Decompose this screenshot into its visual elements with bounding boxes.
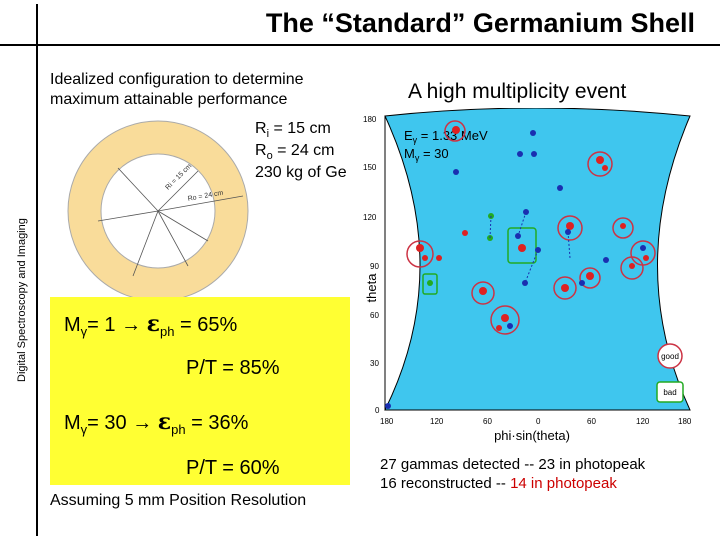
xtick-180r: 180 (678, 417, 692, 426)
bad-clusters (422, 227, 537, 295)
legend: good bad (656, 343, 684, 403)
xtick-0: 0 (536, 417, 541, 426)
inner-radius-param: Ri = 15 cm (255, 120, 331, 141)
x-axis-label: phi·sin(theta) (494, 428, 570, 443)
multiplicity-label: Mγ = 30 (404, 146, 449, 163)
ytick-120: 120 (363, 213, 377, 222)
m1-peak-total: P/T = 85% (186, 357, 280, 379)
shell-diagram: Ri = 15 cm Ro = 24 cm (67, 120, 249, 302)
side-label: Digital Spectroscopy and Imaging (16, 218, 28, 382)
title-underline (0, 44, 720, 46)
m1-efficiency-line: Mγ= 1 → εph = 65% (64, 311, 238, 339)
xtick-60r: 60 (587, 417, 596, 426)
performance-panel: Mγ= 1 → εph = 65% P/T = 85% Mγ= 30 → εph… (50, 297, 350, 485)
arrow-icon: → (121, 314, 142, 336)
assumption-text: Assuming 5 mm Position Resolution (50, 492, 307, 509)
footnote: 27 gammas detected -- 23 in photopeak 16… (380, 455, 645, 493)
vertical-rule (36, 4, 38, 536)
xtick-60l: 60 (483, 417, 492, 426)
ytick-180: 180 (363, 115, 377, 124)
ytick-0: 0 (375, 406, 380, 415)
xtick-180l: 180 (380, 417, 394, 426)
xtick-120r: 120 (636, 417, 650, 426)
m30-peak-total: P/T = 60% (186, 457, 280, 479)
footnote-line-2: 16 reconstructed -- 14 in photopeak (380, 475, 617, 492)
ytick-30: 30 (370, 359, 379, 368)
y-axis-label: theta (364, 273, 379, 303)
intro-text: Idealized configuration to determine max… (50, 71, 304, 108)
ytick-60: 60 (370, 311, 379, 320)
good-clusters (406, 120, 656, 335)
event-plot: 180 150 120 90 60 30 0 180 120 60 0 60 1… (363, 108, 692, 443)
event-title: A high multiplicity event (408, 80, 627, 103)
radius-lines (97, 167, 244, 277)
projection-area (384, 108, 691, 411)
ytick-90: 90 (370, 262, 379, 271)
footnote-line-1: 27 gammas detected -- 23 in photopeak (380, 456, 646, 473)
legend-bad: bad (663, 388, 676, 397)
xtick-120l: 120 (430, 417, 444, 426)
outer-radius-param: Ro = 24 cm (255, 142, 335, 163)
page-title: The “Standard” Germanium Shell (265, 8, 695, 38)
arrow-icon: → (132, 412, 153, 434)
legend-good: good (661, 352, 679, 361)
track-lines (489, 211, 571, 284)
mass-param: 230 kg of Ge (255, 164, 347, 181)
hits (385, 126, 649, 409)
ytick-150: 150 (363, 163, 377, 172)
m30-efficiency-line: Mγ= 30 → εph = 36% (64, 409, 249, 437)
energy-label: Eγ = 1.33 MeV (404, 128, 488, 145)
